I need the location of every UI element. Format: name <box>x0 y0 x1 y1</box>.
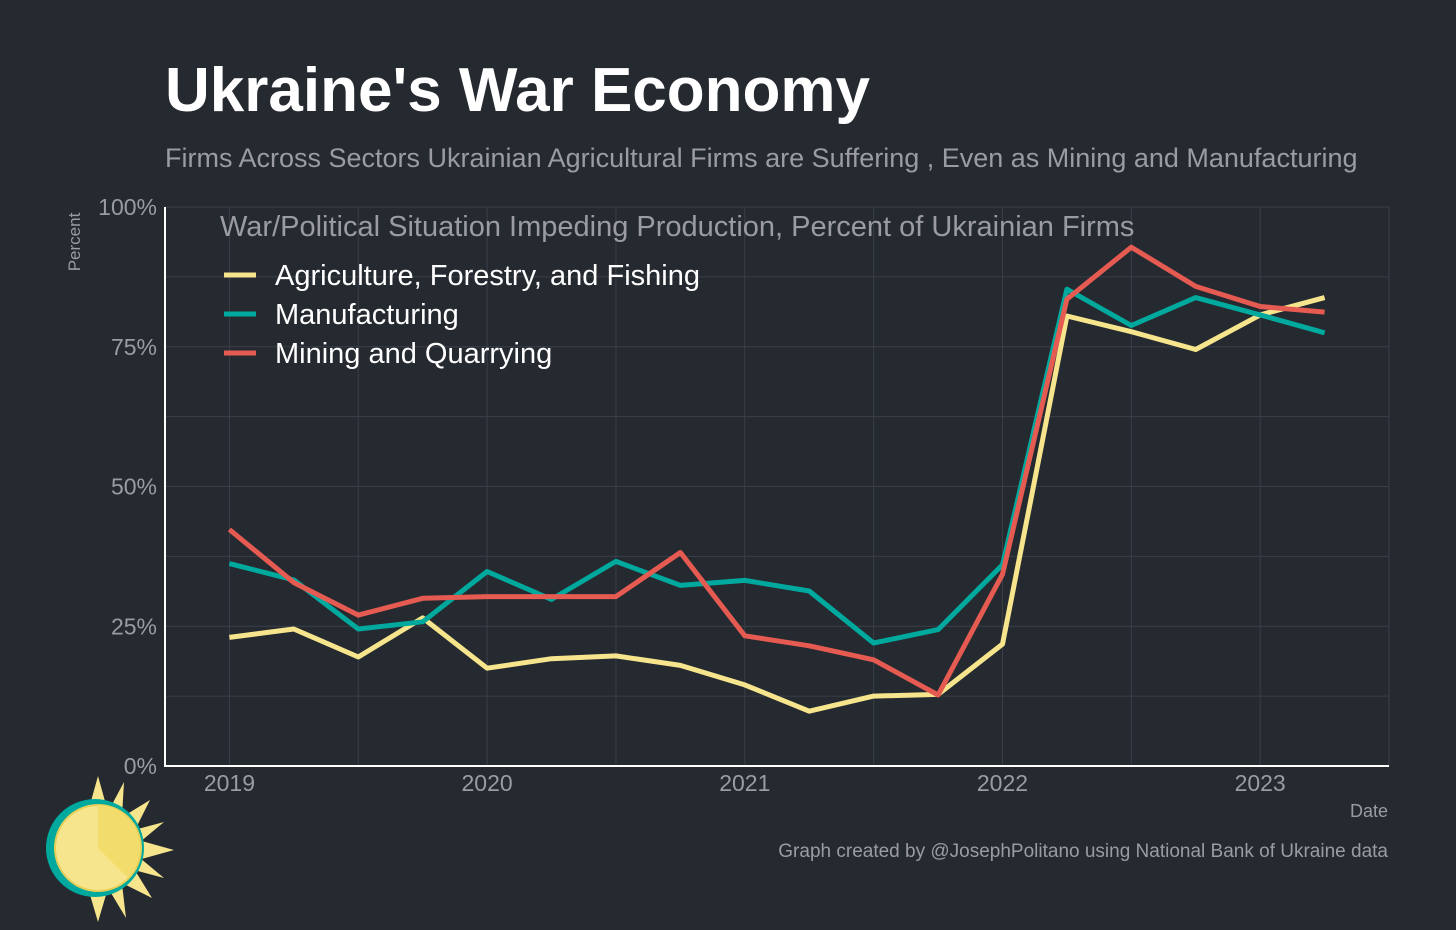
y-tick-label: 75% <box>111 334 157 360</box>
legend-item: Agriculture, Forestry, and Fishing <box>224 260 700 292</box>
legend-label: Manufacturing <box>275 299 459 331</box>
y-tick-label: 25% <box>111 613 157 639</box>
x-axis-label: Date <box>1349 801 1388 821</box>
y-axis-label: Percent <box>65 212 84 271</box>
x-tick-label: 2020 <box>462 770 513 796</box>
y-tick-label: 0% <box>124 753 157 779</box>
series-line-manufacturing <box>228 286 1326 646</box>
series-lines <box>227 244 1326 714</box>
source-caption: Graph created by @JosephPolitano using N… <box>778 841 1388 862</box>
legend: Agriculture, Forestry, and Fishing Manufa… <box>224 260 700 370</box>
page-subtitle: Firms Across Sectors Ukrainian Agricultu… <box>165 143 1358 173</box>
y-tick-label: 50% <box>111 474 157 500</box>
x-tick-label: 2019 <box>204 770 255 796</box>
legend-item: Manufacturing <box>224 299 459 331</box>
y-tick-label: 100% <box>98 194 157 220</box>
legend-label: Mining and Quarrying <box>275 338 552 370</box>
x-tick-label: 2021 <box>719 770 770 796</box>
x-tick-label: 2023 <box>1235 770 1286 796</box>
axes <box>164 207 1389 767</box>
legend-item: Mining and Quarrying <box>224 338 552 370</box>
sun-logo-icon <box>46 776 174 922</box>
x-tick-label: 2022 <box>977 770 1028 796</box>
page-title: Ukraine's War Economy <box>165 56 871 125</box>
tick-labels: 0% 25% 50% 75% 100% 2019 2020 2021 2022 2023 <box>98 194 1286 796</box>
legend-label: Agriculture, Forestry, and Fishing <box>275 260 700 292</box>
series-line-mining-and-quarrying <box>227 244 1325 698</box>
chart-title: War/Political Situation Impeding Product… <box>220 211 1134 243</box>
